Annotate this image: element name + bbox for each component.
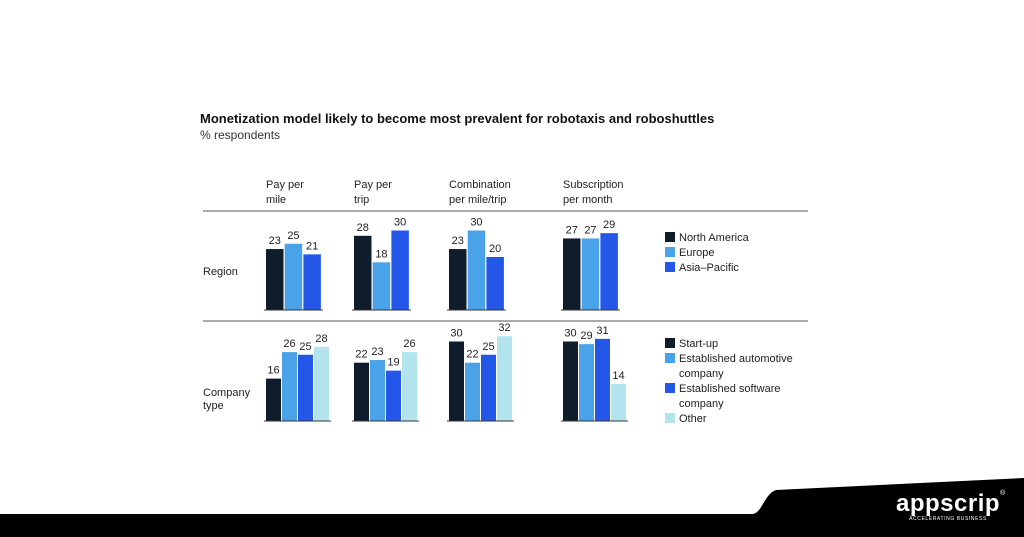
bar xyxy=(372,262,391,310)
data-label: 23 xyxy=(269,235,281,247)
data-label: 29 xyxy=(603,219,615,231)
data-label: 25 xyxy=(482,341,494,353)
category-label: trip xyxy=(354,194,369,206)
brand-tagline: ACCELERATING BUSINESS xyxy=(909,516,987,522)
data-label: 32 xyxy=(498,322,510,334)
data-label: 23 xyxy=(452,235,464,247)
data-label: 23 xyxy=(371,346,383,358)
bar xyxy=(465,362,480,421)
group-label: type xyxy=(203,400,224,412)
category-label: Combination xyxy=(449,179,511,191)
data-label: 25 xyxy=(287,230,299,242)
data-label: 22 xyxy=(466,349,478,361)
data-label: 16 xyxy=(267,365,279,377)
data-label: 25 xyxy=(299,341,311,353)
bar xyxy=(282,352,297,421)
footer-band xyxy=(0,478,1024,537)
brand-name: appscrip xyxy=(895,490,1001,517)
chart-title: Monetization model likely to become most… xyxy=(200,111,715,126)
legend-label: Start-up xyxy=(679,338,718,350)
legend-swatch xyxy=(665,413,675,423)
data-label: 31 xyxy=(596,325,608,337)
data-label: 20 xyxy=(489,243,501,255)
legend-label: North America xyxy=(679,232,750,244)
data-label: 26 xyxy=(403,338,415,350)
legend-swatch xyxy=(665,247,675,257)
bar xyxy=(370,360,385,421)
legend-label: Asia–Pacific xyxy=(679,262,739,274)
bar xyxy=(314,346,329,421)
data-label: 29 xyxy=(580,330,592,342)
bar xyxy=(563,238,581,310)
bar xyxy=(449,249,467,310)
bar xyxy=(284,243,303,310)
chart-subtitle: % respondents xyxy=(200,128,281,142)
data-label: 22 xyxy=(355,349,367,361)
bar xyxy=(563,341,578,421)
bar xyxy=(486,257,504,310)
bar xyxy=(579,344,594,421)
category-label: per month xyxy=(563,194,613,206)
bar xyxy=(266,378,281,421)
legend-label: Other xyxy=(679,413,707,425)
legend-swatch xyxy=(665,338,675,348)
bar xyxy=(449,341,464,421)
group-label: Region xyxy=(203,266,238,278)
category-label: Subscription xyxy=(563,179,624,191)
legend-swatch xyxy=(665,232,675,242)
legend-label: Europe xyxy=(679,247,714,259)
bar xyxy=(266,249,284,310)
group-label: Company xyxy=(203,387,251,399)
category-label: per mile/trip xyxy=(449,194,506,206)
data-label: 14 xyxy=(612,370,624,382)
brand-registered-mark: ® xyxy=(1000,490,1006,497)
legend-swatch xyxy=(665,383,675,393)
category-label: mile xyxy=(266,194,286,206)
category-label: Pay per xyxy=(266,179,304,191)
brand-logo: appscrip ® ACCELERATING BUSINESS xyxy=(888,490,1008,522)
legend-label: company xyxy=(679,368,724,380)
bar xyxy=(354,235,372,310)
data-label: 19 xyxy=(387,357,399,369)
bar xyxy=(595,338,610,421)
bar-chart: Pay per mile Pay per trip Combination per mil… xyxy=(203,179,808,425)
data-label: 28 xyxy=(315,333,327,345)
data-label: 28 xyxy=(357,222,369,234)
data-label: 27 xyxy=(566,224,578,236)
data-label: 18 xyxy=(375,248,387,260)
bar xyxy=(600,233,618,310)
legend-label: Established automotive xyxy=(679,353,793,365)
legend-swatch xyxy=(665,353,675,363)
data-label: 27 xyxy=(584,224,596,236)
footer-band-shape xyxy=(0,478,1024,537)
bar xyxy=(467,230,486,310)
bar xyxy=(581,238,600,310)
data-label: 30 xyxy=(470,217,482,229)
legend-label: company xyxy=(679,398,724,410)
bar xyxy=(391,230,409,310)
data-label: 21 xyxy=(306,240,318,252)
bar xyxy=(611,383,626,421)
data-label: 30 xyxy=(394,217,406,229)
bar xyxy=(402,352,417,421)
data-label: 30 xyxy=(564,328,576,340)
bar xyxy=(298,354,313,421)
category-label: Pay per xyxy=(354,179,392,191)
bar xyxy=(481,354,496,421)
data-label: 30 xyxy=(450,328,462,340)
legend-swatch xyxy=(665,262,675,272)
legend-label: Established software xyxy=(679,383,781,395)
bar xyxy=(497,336,512,421)
data-label: 26 xyxy=(283,338,295,350)
bar xyxy=(303,254,321,310)
bar xyxy=(354,362,369,421)
bar xyxy=(386,370,401,421)
